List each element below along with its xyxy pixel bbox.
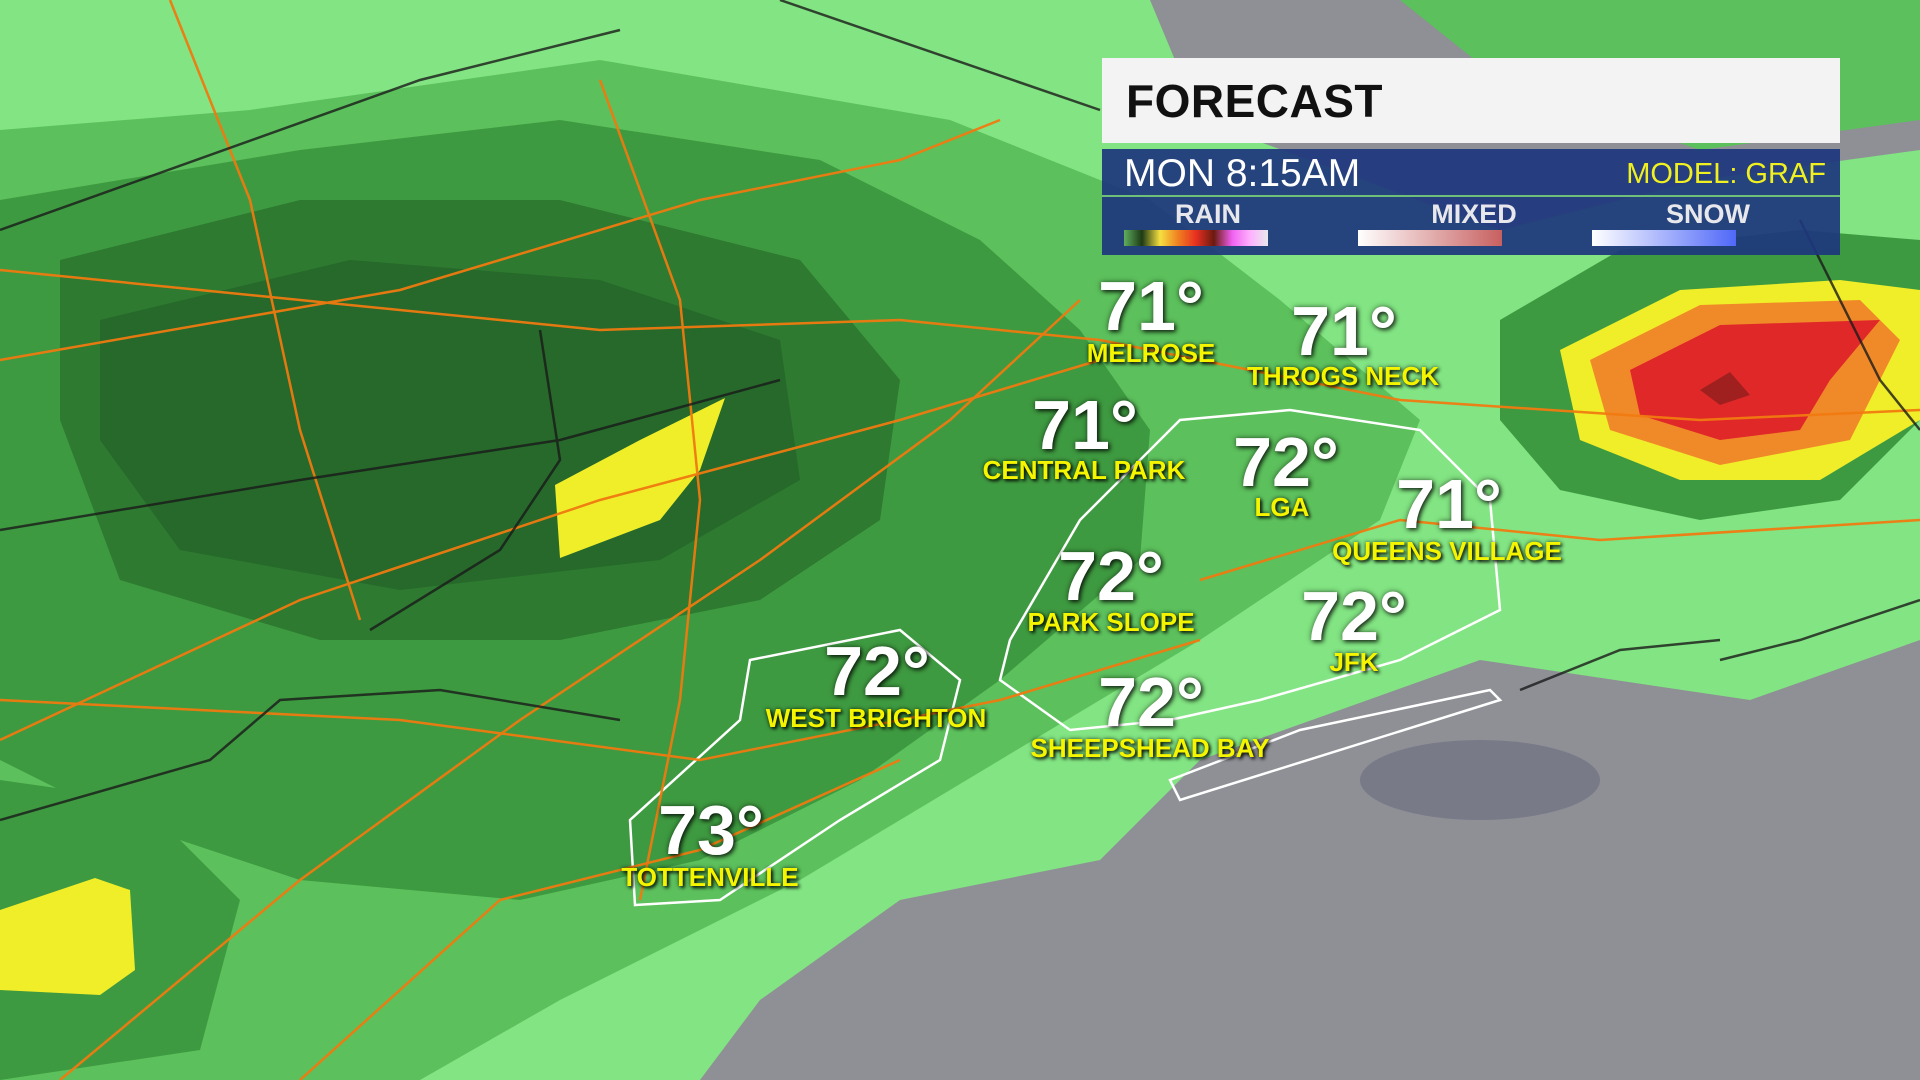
- forecast-time: MON 8:15AM: [1124, 152, 1361, 195]
- location-name: SHEEPSHEAD BAY: [1030, 733, 1270, 763]
- title-box: FORECAST: [1102, 58, 1840, 143]
- temperature: 71°: [1098, 267, 1204, 345]
- location-name: LGA: [1254, 492, 1310, 522]
- temperature: 72°: [824, 632, 930, 710]
- temperature: 72°: [1098, 663, 1204, 741]
- heavy-rain-yellow: [0, 878, 135, 995]
- location-name: CENTRAL PARK: [982, 455, 1186, 485]
- temperature: 72°: [1301, 577, 1407, 655]
- model-label: MODEL: GRAF: [1626, 158, 1826, 190]
- location-name: THROGS NECK: [1246, 361, 1440, 391]
- legend-rain-bar: [1124, 230, 1268, 246]
- divider: [1102, 195, 1840, 197]
- temperature: 72°: [1233, 423, 1339, 501]
- legend-mixed-label: MIXED: [1431, 199, 1517, 229]
- legend-mixed-bar: [1358, 230, 1502, 246]
- borough-outlines: [628, 408, 1503, 907]
- location-name: PARK SLOPE: [1027, 607, 1195, 637]
- state-boundaries: [0, 0, 1920, 822]
- location-name: JFK: [1329, 647, 1379, 677]
- forecast-title: FORECAST: [1126, 74, 1383, 127]
- location-name: MELROSE: [1086, 338, 1216, 368]
- temperature: 71°: [1396, 465, 1502, 543]
- location-name: QUEENS VILLAGE: [1332, 536, 1562, 566]
- legend-snow-label: SNOW: [1666, 199, 1750, 229]
- forecast-panel: FORECAST MON 8:15AM MODEL: GRAF RAIN MIX…: [1102, 58, 1840, 255]
- heavy-rain-red: [1630, 320, 1880, 440]
- info-bar: MON 8:15AM MODEL: GRAF RAIN MIXED SNOW: [1102, 149, 1840, 255]
- heavy-rain-yellow: [555, 398, 725, 558]
- temperature: 73°: [658, 791, 764, 869]
- legend-snow-bar: [1592, 230, 1736, 246]
- temperature: 71°: [1032, 386, 1138, 464]
- location-name: TOTTENVILLE: [621, 862, 799, 892]
- location-name: WEST BRIGHTON: [765, 703, 987, 733]
- legend-rain-label: RAIN: [1175, 199, 1241, 229]
- temperature: 71°: [1291, 292, 1397, 370]
- temperature: 72°: [1058, 537, 1164, 615]
